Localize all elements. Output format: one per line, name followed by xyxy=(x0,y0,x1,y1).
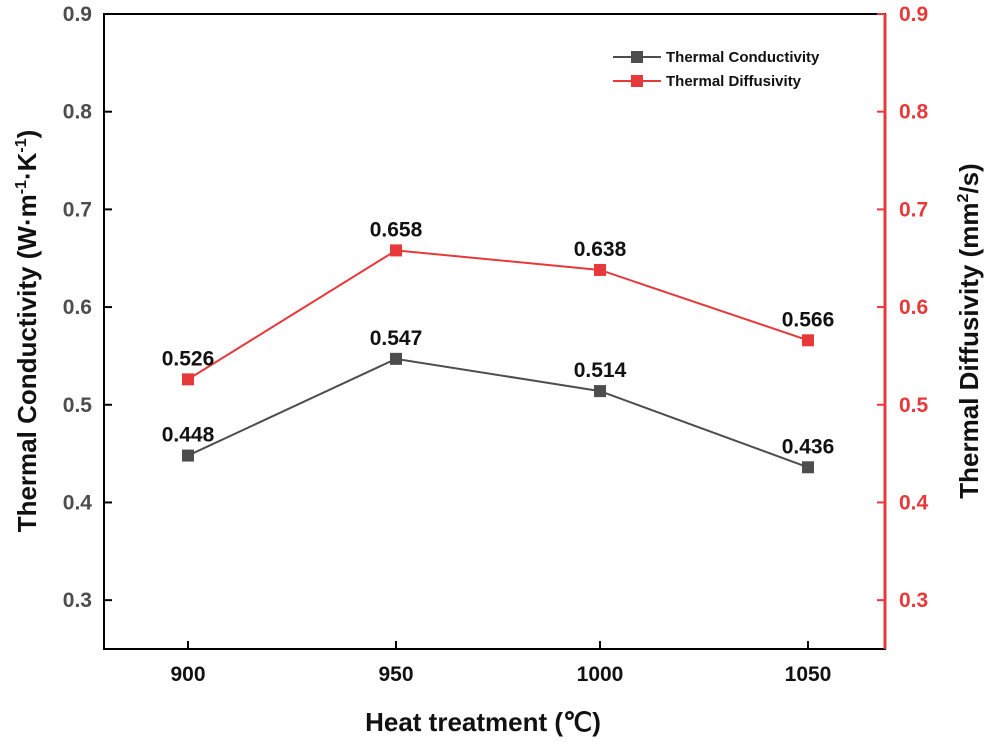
right-axis-title: Thermal Diffusivity (mm2/s) xyxy=(954,163,984,498)
data-point-diffusivity xyxy=(802,334,814,347)
legend-label-conductivity: Thermal Conductivity xyxy=(666,49,820,66)
data-label-diffusivity: 0.566 xyxy=(782,308,835,331)
data-label-conductivity: 0.547 xyxy=(370,327,423,350)
plot-frame xyxy=(103,13,886,650)
data-label-conductivity: 0.436 xyxy=(782,435,835,458)
left-tick-label: 0.3 xyxy=(63,589,92,612)
right-axis: 0.3 0.4 0.5 0.6 0.7 0.8 0.9 xyxy=(877,3,929,612)
data-point-diffusivity xyxy=(182,373,194,386)
right-tick-label: 0.3 xyxy=(899,589,928,612)
left-tick-label: 0.9 xyxy=(63,3,92,26)
left-axis-title-main: Thermal Conductivity (W·m xyxy=(12,194,42,532)
x-tick-label: 950 xyxy=(378,663,413,686)
data-label-conductivity: 0.514 xyxy=(574,359,627,382)
right-axis-title-end: /s) xyxy=(954,163,984,193)
x-tick-label: 1050 xyxy=(785,663,832,686)
right-tick-label: 0.6 xyxy=(899,296,928,319)
left-axis-title-mid: ·K xyxy=(12,152,42,180)
right-axis-title-sup: 2 xyxy=(955,194,972,203)
legend-marker-conductivity xyxy=(631,51,643,63)
left-axis-title-sup-1: -1 xyxy=(13,180,30,194)
data-label-conductivity: 0.448 xyxy=(162,424,215,447)
left-axis-title-sup-2: -1 xyxy=(13,138,30,152)
x-tick-label: 1000 xyxy=(577,663,624,686)
data-point-diffusivity xyxy=(594,263,606,276)
x-axis: 900 950 1000 1050 xyxy=(170,641,831,686)
right-tick-label: 0.5 xyxy=(899,394,929,417)
left-tick-label: 0.8 xyxy=(63,101,93,124)
data-label-diffusivity: 0.658 xyxy=(370,218,423,241)
series-layer: 0.448 0.547 0.514 0.436 0.526 0.658 0.638 0.566 xyxy=(162,218,835,474)
left-axis-title: Thermal Conductivity (W·m-1·K-1) xyxy=(12,130,42,533)
left-tick-label: 0.4 xyxy=(63,491,93,514)
left-axis-title-end: ) xyxy=(12,130,42,139)
left-axis: 0.3 0.4 0.5 0.6 0.7 0.8 0.9 xyxy=(63,3,112,612)
left-tick-label: 0.6 xyxy=(63,296,92,319)
right-axis-title-main: Thermal Diffusivity (mm xyxy=(954,203,984,499)
x-tick-label: 900 xyxy=(170,663,205,686)
left-tick-label: 0.7 xyxy=(63,198,92,221)
x-axis-title: Heat treatment (℃) xyxy=(365,707,601,737)
data-point-conductivity xyxy=(802,461,814,474)
right-tick-label: 0.8 xyxy=(899,101,929,124)
data-point-conductivity xyxy=(594,385,606,398)
series-line-conductivity xyxy=(187,357,809,469)
data-label-diffusivity: 0.638 xyxy=(574,238,627,261)
right-tick-label: 0.9 xyxy=(899,3,928,26)
series-line-diffusivity xyxy=(187,249,809,381)
legend-label-diffusivity: Thermal Diffusivity xyxy=(666,73,802,90)
legend: Thermal Conductivity Thermal Diffusivity xyxy=(613,49,820,90)
data-point-conductivity xyxy=(390,352,402,365)
right-tick-label: 0.7 xyxy=(899,198,928,221)
data-point-conductivity xyxy=(182,449,194,462)
data-label-diffusivity: 0.526 xyxy=(162,347,215,370)
legend-marker-diffusivity xyxy=(631,75,643,87)
data-point-diffusivity xyxy=(390,244,402,257)
right-tick-label: 0.4 xyxy=(899,491,929,514)
left-tick-label: 0.5 xyxy=(63,394,93,417)
